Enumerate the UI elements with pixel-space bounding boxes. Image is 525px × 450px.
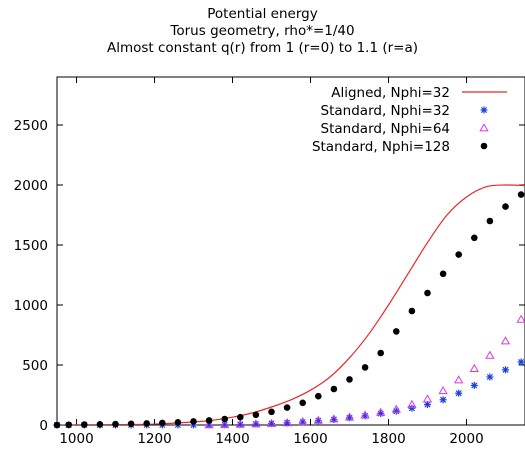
point-standard-nphi-32 xyxy=(470,381,478,389)
point-standard-nphi-32 xyxy=(424,401,431,409)
point-standard-nphi-128 xyxy=(424,289,431,297)
point-standard-nphi-32 xyxy=(517,358,525,366)
point-standard-nphi-128 xyxy=(299,399,307,407)
point-standard-nphi-64 xyxy=(485,350,495,359)
point-standard-nphi-64 xyxy=(204,420,214,429)
point-standard-nphi-128 xyxy=(455,251,463,258)
point-standard-nphi-64 xyxy=(469,363,479,372)
series-line-aligned-nphi-32 xyxy=(57,184,525,425)
point-standard-nphi-64 xyxy=(407,399,417,408)
legend-label: Aligned, Nphi=32 xyxy=(331,85,450,101)
point-standard-nphi-128 xyxy=(127,420,135,428)
y-tick-label: 500 xyxy=(22,358,48,374)
point-standard-nphi-128 xyxy=(330,385,338,393)
chart-subtitle-2: Almost constant q(r) from 1 (r=0) to 1.1… xyxy=(106,40,419,56)
point-standard-nphi-64 xyxy=(298,416,308,426)
point-standard-nphi-128 xyxy=(471,234,478,242)
point-standard-nphi-128 xyxy=(486,217,494,225)
point-standard-nphi-32 xyxy=(408,404,416,412)
x-tick-label: 1800 xyxy=(371,431,405,447)
point-standard-nphi-128 xyxy=(315,392,322,400)
y-tick-label: 1000 xyxy=(14,298,48,314)
point-standard-nphi-128 xyxy=(174,419,182,426)
point-standard-nphi-128 xyxy=(65,421,72,429)
chart-title: Potential energy xyxy=(207,6,318,22)
point-standard-nphi-128 xyxy=(346,376,353,383)
y-tick-label: 2000 xyxy=(14,178,48,194)
point-standard-nphi-32 xyxy=(502,366,509,374)
point-standard-nphi-128 xyxy=(283,404,291,411)
point-standard-nphi-64 xyxy=(329,414,339,423)
point-standard-nphi-128 xyxy=(439,270,447,278)
point-standard-nphi-128 xyxy=(96,420,104,428)
point-standard-nphi-128 xyxy=(408,307,416,315)
point-standard-nphi-64 xyxy=(500,336,511,345)
y-tick-label: 2500 xyxy=(14,118,48,134)
x-tick-label: 1000 xyxy=(59,431,93,447)
point-standard-nphi-128 xyxy=(112,420,119,428)
y-tick-label: 0 xyxy=(39,418,48,434)
point-standard-nphi-64 xyxy=(251,419,261,428)
point-standard-nphi-64 xyxy=(376,407,386,416)
point-standard-nphi-128 xyxy=(361,364,369,371)
point-standard-nphi-128 xyxy=(159,419,166,427)
point-standard-nphi-64 xyxy=(454,375,464,384)
point-standard-nphi-128 xyxy=(205,417,213,424)
point-standard-nphi-128 xyxy=(53,421,61,429)
point-standard-nphi-64 xyxy=(438,385,448,395)
point-standard-nphi-64 xyxy=(344,412,355,421)
point-standard-nphi-64 xyxy=(282,418,292,427)
legend-swatch-dot xyxy=(480,142,488,150)
point-standard-nphi-128 xyxy=(221,415,228,423)
legend-swatch-triangle xyxy=(479,123,489,132)
point-standard-nphi-32 xyxy=(486,373,494,381)
point-standard-nphi-32 xyxy=(392,407,400,415)
point-standard-nphi-64 xyxy=(313,415,323,424)
point-standard-nphi-64 xyxy=(266,418,277,427)
x-tick-label: 1200 xyxy=(137,431,171,447)
point-standard-nphi-128 xyxy=(143,420,150,427)
point-standard-nphi-32 xyxy=(439,396,447,404)
legend-label: Standard, Nphi=128 xyxy=(312,139,450,155)
point-standard-nphi-128 xyxy=(517,191,525,198)
point-standard-nphi-64 xyxy=(391,404,401,413)
point-standard-nphi-64 xyxy=(516,314,525,323)
point-standard-nphi-128 xyxy=(377,349,385,357)
x-tick-label: 1400 xyxy=(215,431,249,447)
point-standard-nphi-128 xyxy=(237,413,244,421)
point-standard-nphi-32 xyxy=(455,389,463,397)
legend-label: Standard, Nphi=32 xyxy=(321,103,450,119)
legend-label: Standard, Nphi=64 xyxy=(321,121,450,137)
y-tick-label: 1500 xyxy=(14,238,48,254)
point-standard-nphi-64 xyxy=(235,419,245,428)
point-standard-nphi-64 xyxy=(220,419,230,429)
point-standard-nphi-64 xyxy=(360,410,370,419)
point-standard-nphi-128 xyxy=(393,328,400,335)
point-standard-nphi-128 xyxy=(268,408,275,416)
x-tick-label: 1600 xyxy=(293,431,327,447)
point-standard-nphi-128 xyxy=(502,203,509,210)
point-standard-nphi-128 xyxy=(81,421,88,428)
legend-swatch-star xyxy=(480,106,488,114)
point-standard-nphi-64 xyxy=(422,394,433,403)
point-standard-nphi-128 xyxy=(252,411,260,419)
point-standard-nphi-128 xyxy=(190,418,197,425)
chart-subtitle-1: Torus geometry, rho*=1/40 xyxy=(170,23,355,39)
plot-frame xyxy=(56,76,525,426)
x-tick-label: 2000 xyxy=(449,431,483,447)
